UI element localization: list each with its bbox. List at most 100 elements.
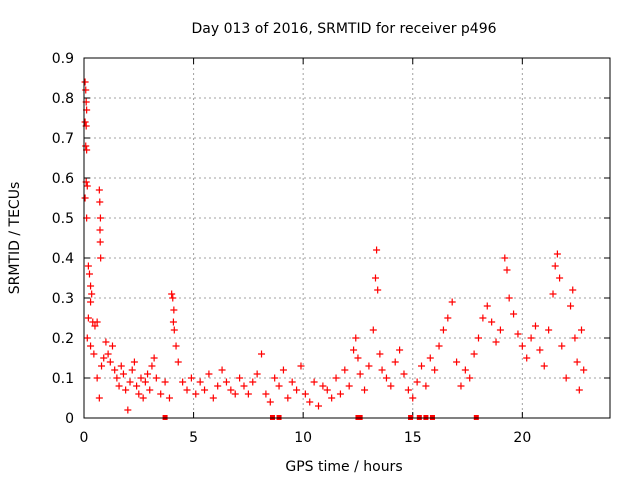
x-tick-label: 0 — [80, 430, 89, 446]
data-point — [157, 390, 165, 398]
y-tick-label: 0.4 — [52, 251, 74, 267]
data-point — [96, 214, 104, 222]
data-point — [201, 386, 209, 394]
data-point — [418, 362, 426, 370]
data-point — [483, 302, 491, 310]
data-point — [567, 302, 575, 310]
data-point — [575, 386, 583, 394]
data-point — [562, 374, 570, 382]
data-point — [244, 390, 252, 398]
data-point — [106, 358, 114, 366]
data-point — [332, 374, 340, 382]
data-point — [523, 354, 531, 362]
data-point — [448, 298, 456, 306]
data-point — [501, 254, 509, 262]
data-point — [279, 366, 287, 374]
data-point — [102, 338, 110, 346]
data-point — [553, 250, 561, 258]
data-point — [306, 398, 314, 406]
data-point — [161, 378, 169, 386]
data-point — [439, 326, 447, 334]
data-point — [111, 366, 119, 374]
data-point — [93, 318, 101, 326]
data-point — [569, 286, 577, 294]
data-point — [323, 386, 331, 394]
data-point — [82, 142, 90, 150]
data-point — [81, 194, 89, 202]
data-point — [122, 386, 130, 394]
data-point — [90, 350, 98, 358]
data-point — [466, 374, 474, 382]
y-axis-label: SRMTID / TECUs — [7, 182, 23, 295]
data-point — [87, 342, 95, 350]
data-point — [128, 366, 136, 374]
data-point — [84, 314, 92, 322]
data-point — [258, 350, 266, 358]
data-point — [503, 266, 511, 274]
data-point — [85, 270, 93, 278]
data-point — [431, 366, 439, 374]
data-point — [492, 338, 500, 346]
data-point — [169, 294, 177, 302]
data-point — [87, 282, 95, 290]
chart-title: Day 013 of 2016, SRMTID for receiver p49… — [191, 21, 496, 37]
x-tick-label: 10 — [294, 430, 312, 446]
data-point — [505, 294, 513, 302]
data-point — [352, 334, 360, 342]
y-tick-label: 0.6 — [52, 171, 74, 187]
data-point — [354, 354, 362, 362]
data-point — [168, 290, 176, 298]
data-point — [148, 362, 156, 370]
data-point — [253, 370, 261, 378]
data-point — [382, 374, 390, 382]
data-point — [457, 382, 465, 390]
data-point — [275, 382, 283, 390]
data-point — [240, 382, 248, 390]
data-point — [336, 390, 344, 398]
data-point — [345, 382, 353, 390]
data-point — [461, 366, 469, 374]
data-point — [310, 378, 318, 386]
data-point — [209, 394, 217, 402]
x-axis-label: GPS time / hours — [285, 459, 402, 475]
data-point — [137, 374, 145, 382]
data-point — [551, 262, 559, 270]
x-tick-label: 15 — [404, 430, 422, 446]
data-point — [124, 406, 132, 414]
data-point — [165, 394, 173, 402]
data-point — [133, 382, 141, 390]
data-point — [83, 334, 91, 342]
data-point — [196, 378, 204, 386]
plot-frame — [83, 57, 611, 419]
data-point — [413, 378, 421, 386]
data-point — [231, 390, 239, 398]
data-point — [284, 394, 292, 402]
y-tick-label: 0 — [65, 411, 74, 427]
y-tick-label: 0.3 — [52, 291, 74, 307]
data-point — [288, 378, 296, 386]
data-point — [100, 354, 108, 362]
data-point — [558, 342, 566, 350]
data-point — [97, 254, 105, 262]
y-tick-label: 0.1 — [52, 371, 74, 387]
data-point — [130, 358, 138, 366]
data-point — [531, 322, 539, 330]
data-point — [91, 322, 99, 330]
data-point — [488, 318, 496, 326]
data-point — [95, 394, 103, 402]
data-point — [426, 354, 434, 362]
data-point — [365, 362, 373, 370]
data-point — [387, 382, 395, 390]
data-point — [135, 390, 143, 398]
data-point — [376, 350, 384, 358]
y-tick-label: 0.5 — [52, 211, 74, 227]
data-point — [527, 334, 535, 342]
y-tick-label: 0.2 — [52, 331, 74, 347]
data-point — [396, 346, 404, 354]
data-point — [545, 326, 553, 334]
data-point — [404, 386, 412, 394]
data-point — [297, 362, 305, 370]
y-tick-label: 0.9 — [52, 51, 74, 67]
x-axis-ticks: 0 5 10 15 20 — [80, 58, 531, 446]
